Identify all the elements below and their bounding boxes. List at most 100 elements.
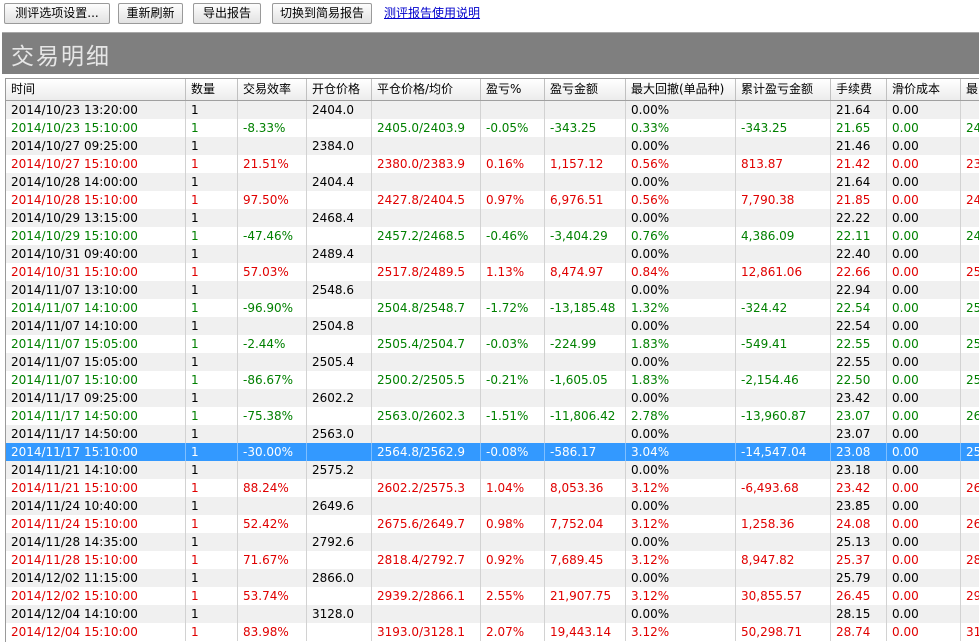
table-row[interactable]: 2014/12/02 15:10:00 1 53.74% 2939.2/2866.1 2… — [6, 587, 979, 605]
cell-quantity: 1 — [186, 101, 238, 119]
column-header-commission[interactable]: 手续费 — [831, 79, 887, 100]
report-help-link[interactable]: 测评报告使用说明 — [384, 6, 481, 20]
column-header-pnl-percent[interactable]: 盈亏% — [481, 79, 545, 100]
cell-commission: 28.74 — [831, 623, 887, 641]
cell-open-price: 2404.4 — [307, 173, 372, 191]
cell-open-price — [307, 119, 372, 137]
cell-commission: 22.50 — [831, 371, 887, 389]
cell-quantity: 1 — [186, 245, 238, 263]
cell-pnl-amount: -1,605.05 — [545, 371, 626, 389]
cell-cumulative-pnl: -14,547.04 — [736, 443, 831, 461]
table-row[interactable]: 2014/12/02 11:15:00 1 2866.0 0.00% 25.79 0.00 — [6, 569, 979, 587]
cell-pnl-amount — [545, 317, 626, 335]
column-header-cumulative-pnl[interactable]: 累计盈亏金额 — [736, 79, 831, 100]
cell-efficiency: -96.90% — [238, 299, 307, 317]
cell-open-price — [307, 371, 372, 389]
cell-time: 2014/11/24 15:10:00 — [6, 515, 186, 533]
cell-cumulative-pnl: -343.25 — [736, 119, 831, 137]
table-row[interactable]: 2014/10/23 15:10:00 1 -8.33% 2405.0/2403.9-… — [6, 119, 979, 137]
table-row[interactable]: 2014/11/07 15:05:00 1 2505.4 0.00% 22.55 0.00 — [6, 353, 979, 371]
table-row[interactable]: 2014/11/17 15:10:00 1 -30.00% 2564.8/2562.9… — [6, 443, 979, 461]
table-row[interactable]: 2014/11/24 15:10:00 1 52.42% 2675.6/2649.7 0… — [6, 515, 979, 533]
table-row[interactable]: 2014/10/23 13:20:00 1 2404.0 0.00% 21.64 0.00 — [6, 101, 979, 119]
refresh-button[interactable]: 重新刷新 — [118, 3, 183, 24]
column-header-time[interactable]: 时间 — [6, 79, 186, 100]
table-row[interactable]: 2014/11/28 15:10:00 1 71.67% 2818.4/2792.7 0… — [6, 551, 979, 569]
cell-commission: 28.15 — [831, 605, 887, 623]
cell-efficiency — [238, 425, 307, 443]
cell-slippage: 0.00 — [887, 119, 961, 137]
cell-extra: 24 — [961, 227, 979, 245]
column-header-slippage[interactable]: 滑价成本 — [887, 79, 961, 100]
switch-simple-report-button[interactable]: 切换到简易报告 — [272, 3, 372, 24]
table-row[interactable]: 2014/11/07 13:10:00 1 2548.6 0.00% 22.94 0.00 — [6, 281, 979, 299]
grid-header: 时间 数量 交易效率 开仓价格 平仓价格/均价 盈亏% 盈亏金额 最大回撤(单品种) 累计盈亏金… — [6, 79, 979, 101]
cell-max-drawdown: 0.00% — [626, 425, 736, 443]
cell-quantity: 1 — [186, 425, 238, 443]
table-row[interactable]: 2014/11/24 10:40:00 1 2649.6 0.00% 23.85 0.00 — [6, 497, 979, 515]
table-row[interactable]: 2014/11/21 14:10:00 1 2575.2 0.00% 23.18 0.00 — [6, 461, 979, 479]
cell-cumulative-pnl — [736, 497, 831, 515]
cell-pnl-percent — [481, 137, 545, 155]
cell-quantity: 1 — [186, 263, 238, 281]
cell-max-drawdown: 0.00% — [626, 389, 736, 407]
cell-quantity: 1 — [186, 227, 238, 245]
column-header-pnl-amount[interactable]: 盈亏金额 — [545, 79, 626, 100]
table-row[interactable]: 2014/10/31 15:10:00 1 57.03% 2517.8/2489.5 1… — [6, 263, 979, 281]
column-header-extra[interactable]: 最 — [961, 79, 979, 100]
table-row[interactable]: 2014/11/21 15:10:00 1 88.24% 2602.2/2575.3 1… — [6, 479, 979, 497]
cell-efficiency — [238, 137, 307, 155]
cell-close-price — [372, 317, 481, 335]
table-row[interactable]: 2014/10/29 13:15:00 1 2468.4 0.00% 22.22 0.00 — [6, 209, 979, 227]
cell-pnl-percent — [481, 533, 545, 551]
cell-efficiency: 52.42% — [238, 515, 307, 533]
cell-pnl-amount — [545, 425, 626, 443]
cell-max-drawdown: 3.12% — [626, 515, 736, 533]
cell-close-price: 3193.0/3128.1 — [372, 623, 481, 641]
table-row[interactable]: 2014/10/27 15:10:00 1 21.51% 2380.0/2383.9 0… — [6, 155, 979, 173]
table-row[interactable]: 2014/12/04 14:10:00 1 3128.0 0.00% 28.15 0.00 — [6, 605, 979, 623]
table-row[interactable]: 2014/11/07 15:05:00 1 -2.44% 2505.4/2504.7-… — [6, 335, 979, 353]
table-row[interactable]: 2014/11/17 09:25:00 1 2602.2 0.00% 23.42 0.00 — [6, 389, 979, 407]
cell-quantity: 1 — [186, 479, 238, 497]
cell-slippage: 0.00 — [887, 425, 961, 443]
cell-pnl-percent: -0.21% — [481, 371, 545, 389]
table-row[interactable]: 2014/10/28 15:10:00 1 97.50% 2427.8/2404.5 0… — [6, 191, 979, 209]
table-row[interactable]: 2014/11/07 14:10:00 1 2504.8 0.00% 22.54 0.00 — [6, 317, 979, 335]
table-row[interactable]: 2014/10/27 09:25:00 1 2384.0 0.00% 21.46 0.00 — [6, 137, 979, 155]
cell-extra — [961, 137, 979, 155]
cell-quantity: 1 — [186, 515, 238, 533]
table-row[interactable]: 2014/10/29 15:10:00 1 -47.46% 2457.2/2468.5… — [6, 227, 979, 245]
cell-pnl-percent — [481, 461, 545, 479]
table-row[interactable]: 2014/10/28 14:00:00 1 2404.4 0.00% 21.64 0.00 — [6, 173, 979, 191]
column-header-close-price[interactable]: 平仓价格/均价 — [372, 79, 481, 100]
cell-pnl-percent: 0.97% — [481, 191, 545, 209]
table-row[interactable]: 2014/11/07 15:10:00 1 -86.67% 2500.2/2505.5… — [6, 371, 979, 389]
export-report-button[interactable]: 导出报告 — [193, 3, 261, 24]
table-row[interactable]: 2014/12/04 15:10:00 1 83.98% 3193.0/3128.1 2… — [6, 623, 979, 641]
cell-pnl-amount — [545, 569, 626, 587]
column-header-quantity[interactable]: 数量 — [186, 79, 238, 100]
cell-slippage: 0.00 — [887, 245, 961, 263]
cell-pnl-amount: -224.99 — [545, 335, 626, 353]
table-row[interactable]: 2014/11/28 14:35:00 1 2792.6 0.00% 25.13 0.00 — [6, 533, 979, 551]
table-row[interactable]: 2014/11/07 14:10:00 1 -96.90% 2504.8/2548.7… — [6, 299, 979, 317]
cell-slippage: 0.00 — [887, 569, 961, 587]
column-header-open-price[interactable]: 开仓价格 — [307, 79, 372, 100]
cell-cumulative-pnl: 12,861.06 — [736, 263, 831, 281]
cell-quantity: 1 — [186, 173, 238, 191]
trade-detail-grid[interactable]: 时间 数量 交易效率 开仓价格 平仓价格/均价 盈亏% 盈亏金额 最大回撤(单品种) 累计盈亏金… — [5, 78, 979, 642]
table-row[interactable]: 2014/11/17 14:50:00 1 -75.38% 2563.0/2602.3… — [6, 407, 979, 425]
column-header-max-drawdown[interactable]: 最大回撤(单品种) — [626, 79, 736, 100]
cell-cumulative-pnl — [736, 281, 831, 299]
table-row[interactable]: 2014/10/31 09:40:00 1 2489.4 0.00% 22.40 0.00 — [6, 245, 979, 263]
cell-max-drawdown: 1.83% — [626, 335, 736, 353]
cell-extra: 25 — [961, 263, 979, 281]
column-header-efficiency[interactable]: 交易效率 — [238, 79, 307, 100]
cell-time: 2014/11/21 15:10:00 — [6, 479, 186, 497]
settings-button[interactable]: 测评选项设置... — [4, 3, 110, 24]
table-row[interactable]: 2014/11/17 14:50:00 1 2563.0 0.00% 23.07 0.00 — [6, 425, 979, 443]
cell-time: 2014/11/28 15:10:00 — [6, 551, 186, 569]
cell-cumulative-pnl — [736, 605, 831, 623]
cell-close-price: 2380.0/2383.9 — [372, 155, 481, 173]
